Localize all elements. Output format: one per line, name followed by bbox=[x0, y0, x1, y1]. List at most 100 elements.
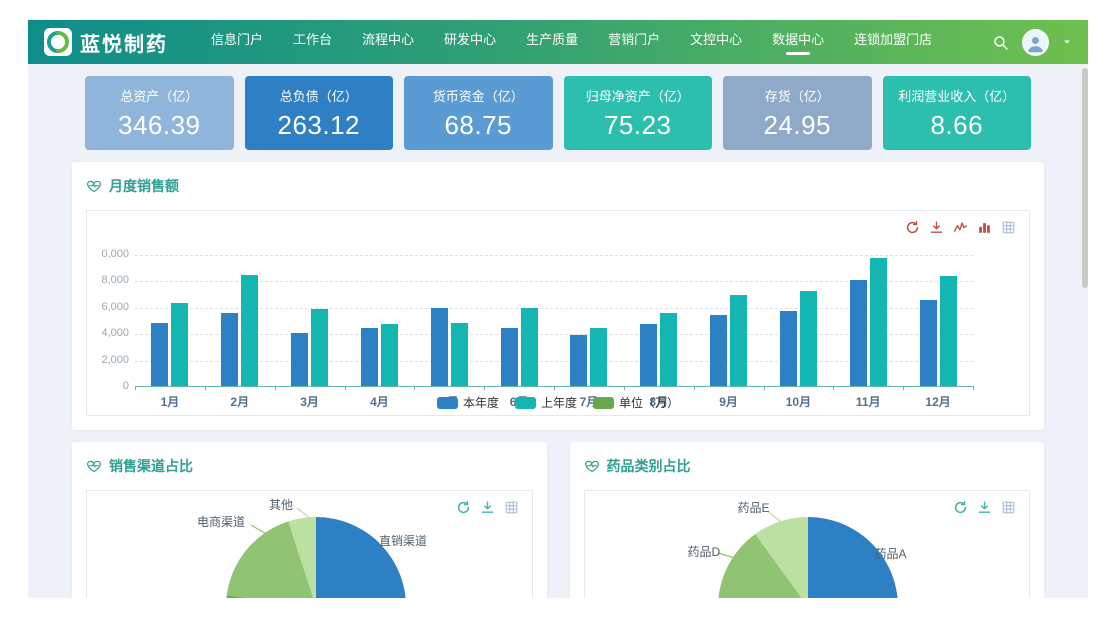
x-axis-tick bbox=[204, 386, 206, 390]
legend-item-上年度[interactable]: 上年度 bbox=[514, 394, 577, 411]
kpi-value: 263.12 bbox=[277, 109, 361, 140]
heart-icon bbox=[86, 178, 102, 194]
bar-上年度-5月 bbox=[450, 322, 468, 386]
x-axis-tick bbox=[623, 386, 625, 390]
scrollbar[interactable] bbox=[1081, 64, 1088, 598]
bar-本年度-1月 bbox=[151, 322, 169, 386]
y-axis-tick-label: 0 bbox=[122, 380, 129, 392]
app-header: 蓝悦制药 信息门户 工作台 流程中心 研发中心 生产质量 营销门户 文控中心 数据中心 连锁加盟… bbox=[28, 20, 1088, 64]
bar-chart-icon[interactable] bbox=[977, 220, 992, 235]
kpi-value: 24.95 bbox=[763, 109, 832, 140]
bar-本年度-2月 bbox=[221, 313, 239, 386]
x-axis-label: 1月 bbox=[160, 395, 180, 409]
legend-swatch bbox=[436, 396, 458, 409]
bar-group-4月 bbox=[345, 255, 415, 386]
download-icon[interactable] bbox=[977, 500, 992, 515]
x-axis-tick bbox=[833, 386, 835, 390]
restore-icon[interactable] bbox=[905, 220, 920, 235]
bar-group-11月 bbox=[833, 255, 903, 386]
brand-logo-icon bbox=[44, 28, 72, 56]
drug-category-title: 药品类别占比 bbox=[584, 456, 1031, 476]
data-view-icon[interactable] bbox=[504, 500, 519, 515]
gridline bbox=[135, 307, 973, 309]
search-icon[interactable] bbox=[992, 34, 1009, 51]
bar-上年度-8月 bbox=[660, 313, 678, 386]
nav-item-label: 数据中心 bbox=[772, 32, 825, 47]
y-axis-tick-label: 4,000 bbox=[101, 327, 129, 340]
bar-group-6月 bbox=[484, 255, 554, 386]
nav-item-4[interactable]: 研发中心 bbox=[429, 20, 511, 64]
nav-item-3[interactable]: 流程中心 bbox=[347, 20, 429, 64]
data-view-icon[interactable] bbox=[1001, 500, 1016, 515]
legend-swatch bbox=[593, 396, 614, 409]
x-axis-tick bbox=[135, 386, 136, 390]
kpi-row: 总资产（亿） 346.39 总负债（亿） 263.12 货币资金（亿） 68.75 归母净资… bbox=[85, 76, 1031, 150]
gridline bbox=[135, 334, 973, 336]
x-axis-tick bbox=[554, 386, 555, 390]
x-axis-label: 10月 bbox=[785, 395, 812, 409]
x-axis-tick bbox=[763, 386, 765, 390]
nav-active-underline bbox=[376, 52, 400, 55]
chart-toolbar bbox=[905, 220, 1016, 235]
pie-sales-channel bbox=[226, 517, 406, 598]
restore-icon[interactable] bbox=[953, 500, 968, 515]
bar-本年度-10月 bbox=[779, 310, 797, 386]
bar-group-2月 bbox=[205, 255, 275, 386]
nav-item-9[interactable]: 连锁加盟门店 bbox=[839, 20, 947, 64]
brand[interactable]: 蓝悦制药 bbox=[44, 28, 168, 57]
monthly-sales-title: 月度销售额 bbox=[86, 176, 1030, 196]
drug-category-chart: 药品E 药品D 药品A bbox=[583, 490, 1030, 598]
main-nav: 信息门户 工作台 流程中心 研发中心 生产质量 营销门户 文控中心 数据中心 连锁加盟门店 bbox=[196, 20, 947, 64]
nav-active-underline bbox=[458, 52, 482, 55]
nav-active-underline bbox=[540, 52, 564, 55]
nav-item-5[interactable]: 生产质量 bbox=[511, 20, 593, 64]
nav-active-underline bbox=[301, 52, 325, 55]
nav-item-1[interactable]: 信息门户 bbox=[196, 20, 278, 64]
nav-item-2[interactable]: 工作台 bbox=[278, 20, 347, 64]
pie-label-直销渠道: 直销渠道 bbox=[379, 534, 428, 548]
nav-item-label: 流程中心 bbox=[362, 32, 415, 47]
bar-上年度-3月 bbox=[311, 309, 329, 386]
nav-item-8[interactable]: 数据中心 bbox=[757, 20, 839, 64]
section-title-text: 月度销售额 bbox=[109, 178, 179, 194]
user-avatar[interactable] bbox=[1022, 28, 1049, 56]
scrollbar-thumb[interactable] bbox=[1082, 68, 1088, 288]
sales-channel-chart: 其他 电商渠道 直销渠道 bbox=[86, 490, 533, 598]
bar-上年度-12月 bbox=[939, 276, 957, 386]
restore-icon[interactable] bbox=[456, 500, 471, 515]
data-view-icon[interactable] bbox=[1001, 220, 1016, 235]
bar-本年度-9月 bbox=[710, 314, 728, 386]
legend-label: 单位（万） bbox=[619, 396, 680, 410]
kpi-card-4: 归母净资产（亿） 75.23 bbox=[563, 76, 712, 150]
bar-group-3月 bbox=[275, 255, 345, 386]
x-axis-label: 9月 bbox=[719, 395, 738, 409]
heart-icon bbox=[86, 458, 102, 474]
nav-item-label: 文控中心 bbox=[690, 32, 743, 47]
legend-item-本年度[interactable]: 本年度 bbox=[436, 394, 499, 411]
download-icon[interactable] bbox=[480, 500, 495, 515]
section-title-text: 药品类别占比 bbox=[606, 458, 691, 474]
pie-label-电商渠道: 电商渠道 bbox=[197, 515, 246, 529]
kpi-label: 货币资金（亿） bbox=[432, 88, 524, 104]
kpi-label: 归母净资产（亿） bbox=[585, 88, 690, 104]
download-icon[interactable] bbox=[929, 220, 944, 235]
dashboard-content: 总资产（亿） 346.39 总负债（亿） 263.12 货币资金（亿） 68.75 归母净资… bbox=[28, 64, 1088, 598]
nav-item-label: 工作台 bbox=[293, 32, 333, 47]
bar-上年度-4月 bbox=[380, 323, 398, 386]
kpi-label: 总负债（亿） bbox=[279, 88, 358, 104]
gridline bbox=[135, 281, 973, 283]
line-chart-icon[interactable] bbox=[953, 220, 968, 235]
app-viewport: 蓝悦制药 信息门户 工作台 流程中心 研发中心 生产质量 营销门户 文控中心 数据中心 连锁加盟… bbox=[28, 20, 1088, 598]
bar-group-9月 bbox=[694, 255, 764, 386]
legend-item-单位（万）[interactable]: 单位（万） bbox=[593, 394, 679, 411]
bar-group-8月 bbox=[624, 255, 694, 386]
nav-item-label: 营销门户 bbox=[608, 32, 661, 47]
bar-group-12月 bbox=[903, 255, 973, 386]
nav-item-6[interactable]: 营销门户 bbox=[593, 20, 675, 64]
caret-down-icon[interactable] bbox=[1062, 37, 1072, 47]
nav-item-7[interactable]: 文控中心 bbox=[675, 20, 757, 64]
x-axis-label: 11月 bbox=[855, 395, 881, 409]
x-axis-label: 4月 bbox=[370, 395, 389, 409]
bar-group-7月 bbox=[554, 255, 624, 386]
nav-active-underline bbox=[881, 52, 905, 55]
